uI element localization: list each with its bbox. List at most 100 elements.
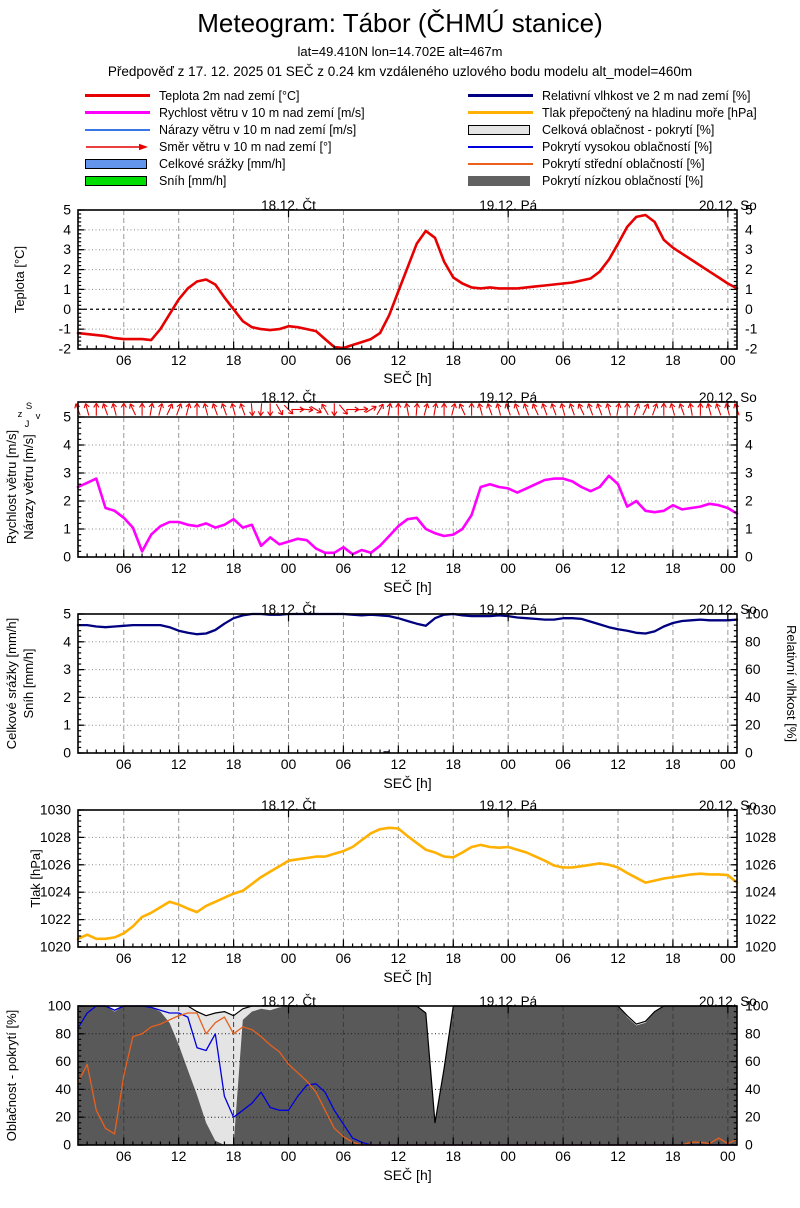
svg-text:18.12. Čt: 18.12. Čt xyxy=(261,198,316,213)
legend-swatch-line xyxy=(468,94,533,97)
svg-text:12: 12 xyxy=(610,560,626,576)
axis-ticks xyxy=(78,209,737,350)
svg-text:18: 18 xyxy=(226,560,242,576)
legend-item-right-3: Pokrytí vysokou oblačností [%] xyxy=(468,138,757,155)
svg-text:00: 00 xyxy=(720,950,736,966)
legend-right-column: Relativní vlhkost ve 2 m nad zemí [%] Tla… xyxy=(468,87,757,189)
svg-text:1020: 1020 xyxy=(745,939,776,955)
svg-text:3: 3 xyxy=(745,465,753,481)
svg-text:40: 40 xyxy=(55,1081,71,1097)
svg-text:v: v xyxy=(36,411,41,422)
station-coordinates: lat=49.410N lon=14.702E alt=467m xyxy=(297,44,503,59)
svg-text:Relativní vlhkost [%]: Relativní vlhkost [%] xyxy=(784,625,799,742)
pressure-msl xyxy=(76,826,739,941)
svg-text:60: 60 xyxy=(55,1053,71,1069)
svg-text:5: 5 xyxy=(63,409,71,425)
svg-text:Tlak [hPa]: Tlak [hPa] xyxy=(28,849,43,908)
svg-text:5: 5 xyxy=(745,202,753,218)
svg-text:00: 00 xyxy=(720,756,736,772)
svg-text:2: 2 xyxy=(63,493,71,509)
svg-text:SEČ [h]: SEČ [h] xyxy=(383,579,431,595)
svg-text:20: 20 xyxy=(55,1109,71,1125)
svg-text:18: 18 xyxy=(226,352,242,368)
legend-label: Směr větru v 10 m nad zemí [°] xyxy=(159,139,332,154)
plot-frame xyxy=(77,401,738,558)
svg-text:1: 1 xyxy=(745,281,753,297)
svg-text:1022: 1022 xyxy=(745,911,776,927)
svg-text:06: 06 xyxy=(336,560,352,576)
svg-text:18: 18 xyxy=(665,1148,681,1164)
svg-text:00: 00 xyxy=(500,352,516,368)
svg-text:19.12. Pá: 19.12. Pá xyxy=(479,390,537,405)
axis-ticks xyxy=(78,613,737,754)
svg-text:z: z xyxy=(18,409,23,420)
svg-text:06: 06 xyxy=(116,560,132,576)
legend-item-left-1: Rychlost větru v 10 m nad zemí [m/s] xyxy=(85,104,365,121)
legend-item-left-4: Celkové srážky [mm/h] xyxy=(85,155,365,172)
relative-humidity xyxy=(76,612,739,636)
svg-text:0: 0 xyxy=(745,301,753,317)
legend-item-left-3: Směr větru v 10 m nad zemí [°] xyxy=(85,138,365,155)
svg-text:12: 12 xyxy=(171,560,187,576)
svg-text:0: 0 xyxy=(63,1137,71,1153)
svg-text:18: 18 xyxy=(665,950,681,966)
svg-text:18: 18 xyxy=(226,950,242,966)
svg-text:0: 0 xyxy=(63,745,71,761)
svg-text:00: 00 xyxy=(281,950,297,966)
svg-text:18.12. Čt: 18.12. Čt xyxy=(261,994,316,1009)
meteogram-page: Meteogram: Tábor (ČHMÚ stanice) lat=49.4… xyxy=(0,8,800,1192)
svg-text:1: 1 xyxy=(63,521,71,537)
svg-text:12: 12 xyxy=(610,1148,626,1164)
legend: Teplota 2m nad zemí [°C] Rychlost větru v… xyxy=(0,87,800,197)
legend-item-left-5: Sníh [mm/h] xyxy=(85,172,365,189)
svg-text:1: 1 xyxy=(63,717,71,733)
wind-speed-10m xyxy=(76,474,739,556)
svg-text:4: 4 xyxy=(745,437,753,453)
svg-text:1020: 1020 xyxy=(40,939,71,955)
legend-swatch-thin xyxy=(85,128,150,131)
svg-text:18: 18 xyxy=(665,352,681,368)
svg-text:12: 12 xyxy=(610,756,626,772)
svg-text:00: 00 xyxy=(500,560,516,576)
svg-text:12: 12 xyxy=(391,950,407,966)
page-title: Meteogram: Tábor (ČHMÚ stanice) xyxy=(197,8,603,38)
axis-labels: 06 12 18 00 06 12 18 00 06 12 18 00 18.12. Čt 19.12. … xyxy=(28,798,776,985)
svg-text:00: 00 xyxy=(500,1148,516,1164)
svg-text:1024: 1024 xyxy=(745,884,776,900)
svg-text:06: 06 xyxy=(116,950,132,966)
legend-swatch-box xyxy=(85,175,150,186)
svg-text:00: 00 xyxy=(281,756,297,772)
svg-text:1026: 1026 xyxy=(40,856,71,872)
legend-label: Celková oblačnost - pokrytí [%] xyxy=(542,122,715,137)
svg-text:3: 3 xyxy=(63,241,71,257)
legend-swatch-thin xyxy=(468,145,533,148)
svg-text:3: 3 xyxy=(63,661,71,677)
svg-text:12: 12 xyxy=(171,756,187,772)
svg-text:Sníh [mm/h]: Sníh [mm/h] xyxy=(21,648,36,718)
svg-text:00: 00 xyxy=(281,560,297,576)
svg-text:100: 100 xyxy=(745,606,769,622)
svg-text:1028: 1028 xyxy=(745,829,776,845)
svg-text:06: 06 xyxy=(116,352,132,368)
svg-text:Rychlost větru [m/s]: Rychlost větru [m/s] xyxy=(4,430,19,544)
svg-text:100: 100 xyxy=(48,998,72,1014)
svg-text:00: 00 xyxy=(281,1148,297,1164)
chart-pressure: 06 12 18 00 06 12 18 00 06 12 18 00 18.12. Čt 19.12. … xyxy=(28,798,776,985)
svg-text:40: 40 xyxy=(745,689,761,705)
svg-text:2: 2 xyxy=(63,689,71,705)
svg-text:18: 18 xyxy=(665,756,681,772)
legend-label: Relativní vlhkost ve 2 m nad zemí [%] xyxy=(542,88,751,103)
svg-text:12: 12 xyxy=(391,1148,407,1164)
svg-text:06: 06 xyxy=(336,756,352,772)
svg-text:4: 4 xyxy=(63,437,71,453)
legend-swatch-wind-arrow xyxy=(85,142,150,152)
plot-frame xyxy=(77,209,738,350)
svg-text:19.12. Pá: 19.12. Pá xyxy=(479,602,537,617)
svg-text:18: 18 xyxy=(445,756,461,772)
svg-text:1030: 1030 xyxy=(40,802,71,818)
axis-ticks xyxy=(78,1005,737,1146)
svg-text:2: 2 xyxy=(745,493,753,509)
svg-text:0: 0 xyxy=(745,1137,753,1153)
temperature-2m xyxy=(76,213,739,350)
